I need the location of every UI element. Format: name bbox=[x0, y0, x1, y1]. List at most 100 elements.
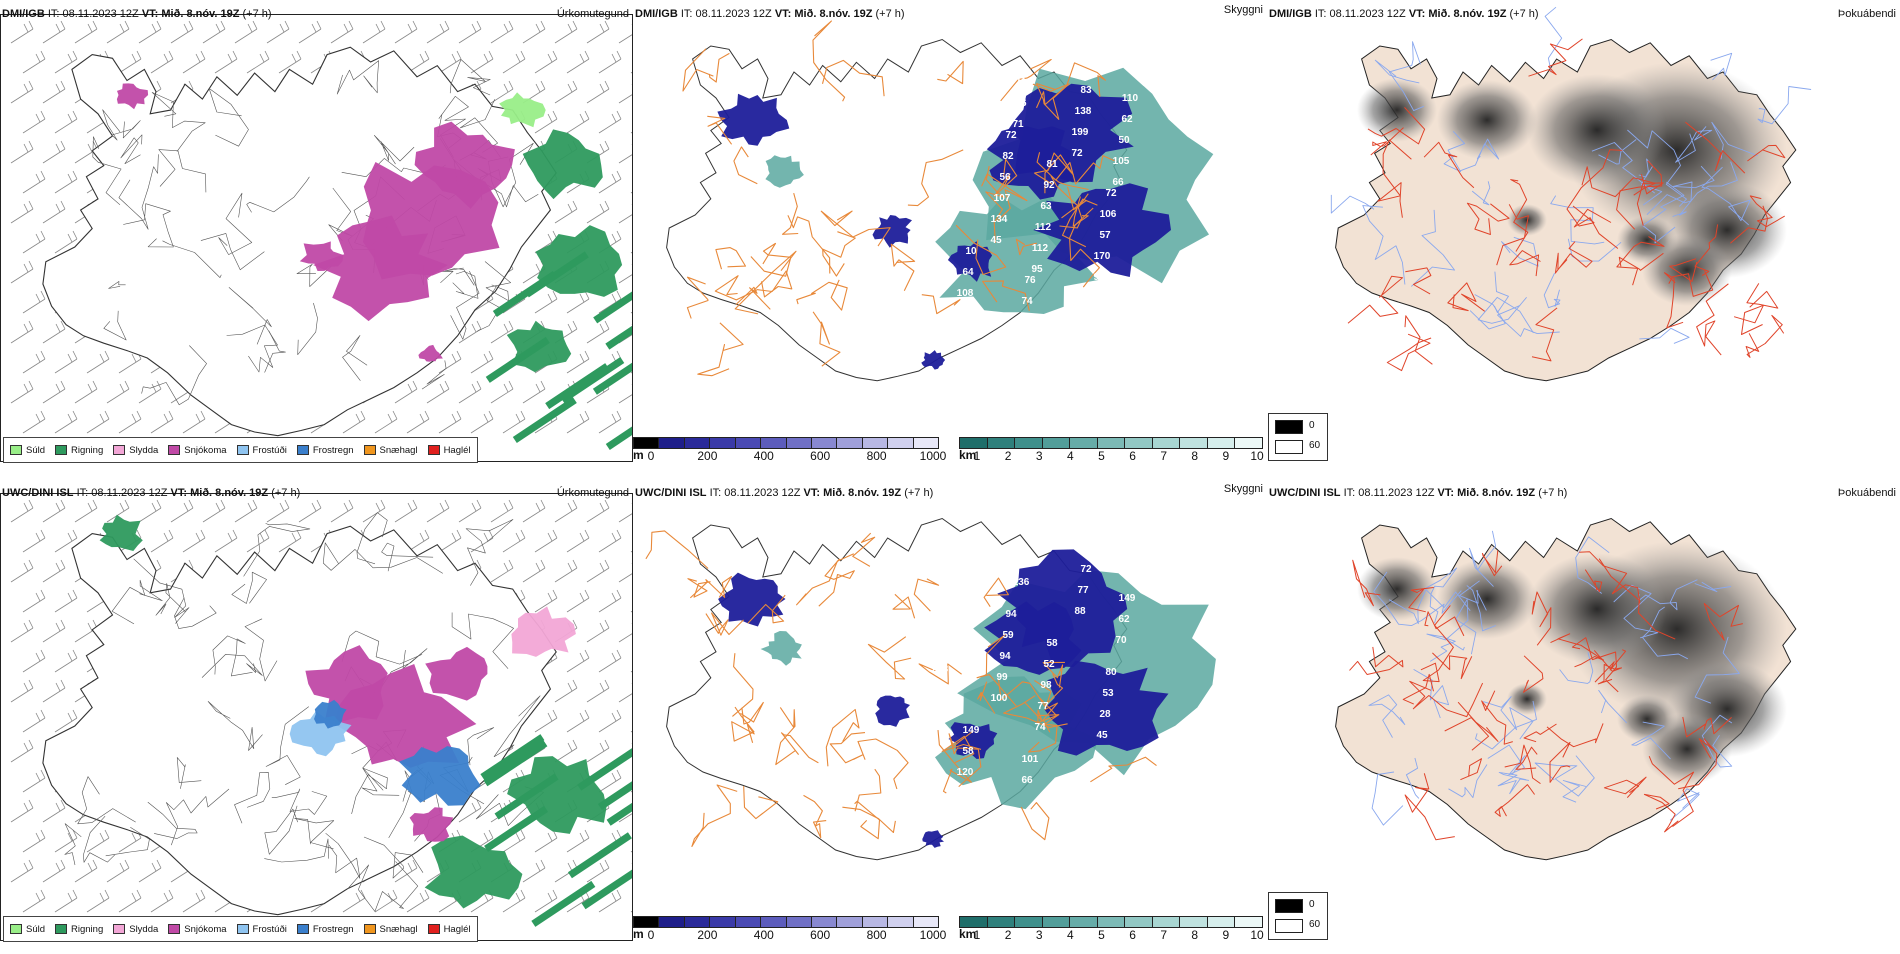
snow-depth-label: 58 bbox=[912, 301, 924, 312]
wind-barb bbox=[618, 503, 632, 523]
wind-barb bbox=[534, 829, 558, 853]
wind-barb bbox=[374, 410, 398, 434]
wind-barb bbox=[630, 670, 632, 673]
colorbar-cell bbox=[1180, 917, 1208, 927]
road-line bbox=[740, 701, 764, 725]
visibility-area bbox=[717, 93, 790, 146]
legend-item: Snjókoma bbox=[168, 445, 227, 456]
wind-barb bbox=[54, 829, 78, 853]
road-line bbox=[1648, 756, 1695, 828]
snow-depth-label: 43 bbox=[1124, 572, 1136, 583]
colorbar-cells bbox=[959, 437, 1263, 449]
visibility-map[interactable]: 1087294588078149101148431025952535458667… bbox=[633, 479, 1267, 954]
road-line bbox=[948, 730, 982, 788]
road-line bbox=[226, 324, 278, 373]
road-line bbox=[1487, 744, 1526, 776]
colorbar-cell bbox=[987, 917, 1016, 927]
road-line bbox=[336, 60, 379, 95]
colorbar-cell bbox=[1097, 917, 1126, 927]
wind-barb bbox=[22, 769, 46, 793]
visibility-map[interactable]: 1088272817211107697110101829210613164748… bbox=[633, 0, 1267, 475]
wind-barb bbox=[74, 20, 98, 44]
wind-barb bbox=[42, 559, 66, 583]
wind-barb bbox=[618, 384, 632, 404]
snow-depth-label: 59 bbox=[1002, 630, 1014, 641]
fog-legend-label: 60 bbox=[1309, 919, 1321, 930]
road-line bbox=[1594, 649, 1627, 683]
wind-barb bbox=[554, 739, 578, 763]
road-line bbox=[1746, 283, 1779, 309]
fog-area bbox=[1357, 557, 1437, 621]
road-line bbox=[1694, 636, 1740, 704]
road-line bbox=[937, 730, 972, 794]
snow-depth-label: 72 bbox=[1005, 130, 1017, 141]
wind-barb bbox=[10, 260, 34, 284]
wind-barb bbox=[22, 290, 46, 314]
snow-depth-label: 112 bbox=[1032, 243, 1049, 254]
road-network bbox=[1349, 550, 1743, 841]
colorbar-tick: 600 bbox=[810, 928, 831, 942]
road-line bbox=[77, 776, 136, 825]
road-line bbox=[1447, 282, 1485, 312]
precip-areas bbox=[116, 83, 632, 450]
snow-depth-label: 264 bbox=[929, 206, 946, 217]
colorbar-tick: 1000 bbox=[919, 449, 947, 463]
road-line bbox=[756, 270, 793, 298]
wind-barb bbox=[630, 910, 632, 913]
road-line bbox=[1747, 144, 1786, 162]
wind-barb bbox=[22, 170, 46, 194]
road-line bbox=[1669, 788, 1700, 821]
legend-label: Súld bbox=[26, 444, 46, 456]
precip-map[interactable] bbox=[1, 494, 632, 940]
road-line bbox=[120, 134, 143, 164]
wind-barb bbox=[42, 859, 66, 883]
legend-item: Slydda bbox=[113, 924, 158, 935]
snow-depth-label: 148 bbox=[1081, 783, 1098, 794]
road-line bbox=[218, 192, 253, 255]
colorbar-cell bbox=[1207, 438, 1236, 448]
precip-area bbox=[398, 746, 481, 806]
legend-label: Frostúði bbox=[252, 444, 287, 456]
wind-barb bbox=[598, 170, 622, 194]
lead-time: (+7 h) bbox=[271, 487, 301, 499]
wind-barb bbox=[618, 803, 632, 823]
colorbar-cell bbox=[960, 438, 988, 448]
road-line bbox=[1469, 294, 1506, 330]
road-line bbox=[1420, 605, 1454, 683]
wind-barb bbox=[118, 410, 142, 434]
valid-label: VT: bbox=[170, 487, 188, 499]
visibility-panel: 108 82 72 81 72 11 10 76 97 110 101 82 92 106 131 64 74 8… bbox=[633, 0, 1267, 475]
valid-time: Mið. 8.nóv. 19Z bbox=[1457, 487, 1536, 499]
snow-depth-label: 71 bbox=[1012, 119, 1024, 130]
colorbar-cell bbox=[1235, 917, 1263, 927]
road-line bbox=[484, 261, 511, 301]
model-name: DMI/IGB bbox=[1269, 8, 1312, 20]
road-line bbox=[1639, 327, 1690, 344]
snow-depth-label: 94 bbox=[999, 651, 1011, 662]
fog-legend: 0 60 bbox=[1268, 413, 1328, 461]
road-line bbox=[1549, 741, 1571, 783]
road-line bbox=[1546, 723, 1604, 748]
road-line bbox=[1494, 784, 1536, 817]
colorbar-tick: 0 bbox=[647, 449, 655, 463]
wind-barb bbox=[342, 410, 366, 434]
fog-map[interactable] bbox=[1267, 479, 1900, 954]
road-line bbox=[1571, 637, 1619, 693]
legend-item: Snæhagl bbox=[363, 445, 418, 456]
wind-barb bbox=[10, 140, 34, 164]
colorbar-cell bbox=[1042, 438, 1071, 448]
colorbar-cell bbox=[1152, 917, 1181, 927]
wind-barb bbox=[598, 589, 622, 613]
model-name: UWC/DINI ISL bbox=[1269, 487, 1341, 499]
road-line bbox=[1404, 773, 1455, 841]
precip-map[interactable] bbox=[1, 15, 632, 461]
snow-depth-label: 283 bbox=[932, 664, 949, 675]
colorbar-tick: 7 bbox=[1160, 449, 1167, 463]
road-line bbox=[363, 836, 424, 879]
visibility-area bbox=[947, 241, 993, 282]
road-line bbox=[937, 60, 964, 85]
fog-map[interactable] bbox=[1267, 0, 1900, 475]
colorbar-cell bbox=[837, 917, 863, 927]
snow-depth-label: 88 bbox=[1074, 606, 1086, 617]
snow-depth-label: 138 bbox=[1075, 106, 1092, 117]
